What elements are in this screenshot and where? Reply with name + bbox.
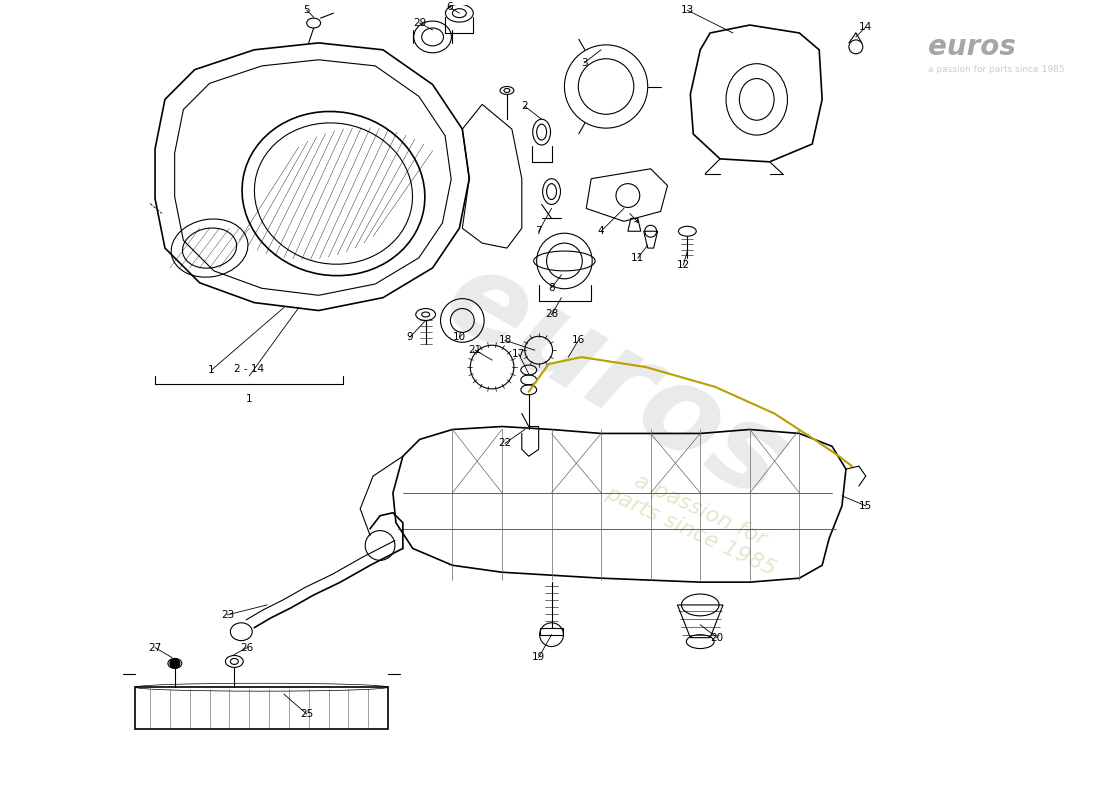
Text: 23: 23 — [221, 610, 234, 620]
Text: 18: 18 — [498, 335, 512, 346]
Text: 10: 10 — [453, 332, 466, 342]
Text: 28: 28 — [544, 310, 558, 319]
Text: 25: 25 — [300, 709, 313, 719]
Text: 4: 4 — [597, 226, 604, 236]
Text: 20: 20 — [711, 633, 724, 642]
Text: 17: 17 — [513, 349, 526, 359]
Text: euros: euros — [426, 238, 806, 525]
Text: 13: 13 — [681, 5, 694, 15]
Text: 16: 16 — [572, 335, 585, 346]
Text: 22: 22 — [498, 438, 512, 448]
Text: 7: 7 — [536, 226, 542, 236]
Text: 12: 12 — [676, 260, 690, 270]
Text: euros: euros — [928, 33, 1016, 61]
Text: a passion for
parts since 1985: a passion for parts since 1985 — [602, 462, 789, 579]
Text: 1: 1 — [246, 394, 253, 404]
Text: 29: 29 — [414, 18, 427, 28]
Text: 3: 3 — [581, 58, 587, 68]
Text: 19: 19 — [532, 653, 546, 662]
Text: 6: 6 — [447, 2, 453, 12]
Text: 11: 11 — [631, 253, 645, 263]
Text: 27: 27 — [148, 642, 162, 653]
Text: 15: 15 — [859, 501, 872, 511]
Text: 1: 1 — [208, 365, 214, 375]
Text: 8: 8 — [548, 282, 554, 293]
Text: a passion for parts since 1985: a passion for parts since 1985 — [928, 65, 1065, 74]
Text: 26: 26 — [241, 642, 254, 653]
Text: 21: 21 — [469, 345, 482, 355]
Text: 5: 5 — [304, 5, 310, 15]
Text: 2: 2 — [521, 102, 528, 111]
Text: 9: 9 — [407, 332, 414, 342]
Text: 14: 14 — [859, 22, 872, 32]
Circle shape — [169, 658, 179, 668]
Text: 2 - 14: 2 - 14 — [234, 364, 264, 374]
